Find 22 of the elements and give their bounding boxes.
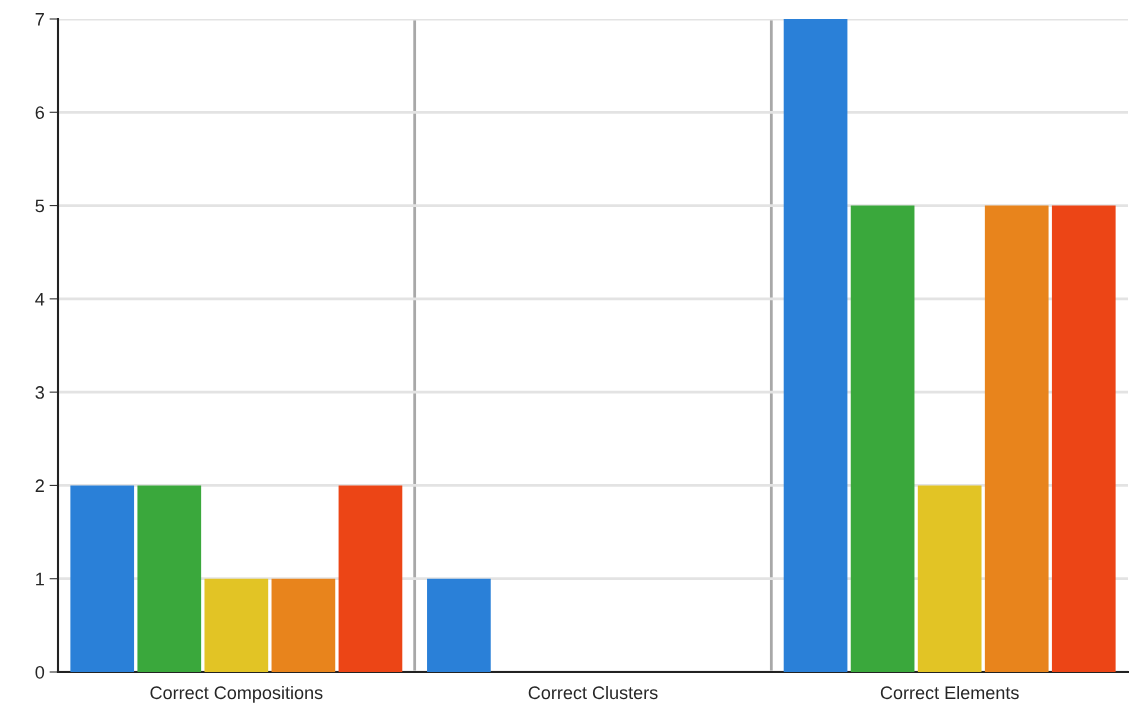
y-tick-label: 0 — [35, 665, 45, 679]
bar — [70, 485, 135, 672]
bar — [1051, 205, 1116, 672]
y-tick-label: 3 — [35, 386, 45, 399]
y-tick-label: 2 — [35, 479, 44, 492]
bar — [850, 205, 915, 672]
bar — [917, 485, 982, 672]
y-tick-label: 6 — [35, 106, 45, 120]
x-tick-label: Correct Elements — [880, 685, 1019, 700]
x-tick-label: Correct Clusters — [528, 685, 658, 700]
bar — [984, 205, 1049, 672]
x-tick-label: Correct Compositions — [150, 685, 323, 703]
bar — [204, 578, 269, 672]
bar — [783, 19, 848, 672]
bar — [338, 485, 403, 672]
y-tick-label: 1 — [36, 572, 44, 586]
y-tick-label: 7 — [35, 13, 44, 26]
y-tick-label: 5 — [35, 199, 45, 213]
bar — [137, 485, 202, 672]
bar — [271, 578, 336, 672]
y-tick-label: 4 — [35, 292, 45, 306]
bar — [427, 578, 491, 672]
